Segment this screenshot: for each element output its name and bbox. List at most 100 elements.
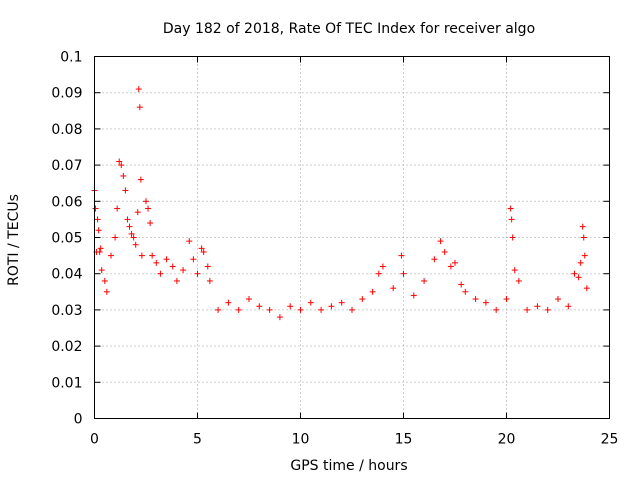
data-point bbox=[297, 306, 304, 313]
data-point bbox=[98, 267, 105, 274]
data-point bbox=[157, 270, 164, 277]
data-point bbox=[92, 205, 99, 212]
data-point bbox=[194, 270, 201, 277]
data-point bbox=[338, 299, 345, 306]
data-point bbox=[575, 274, 582, 281]
y-tick-label: 0.04 bbox=[51, 267, 82, 283]
data-point bbox=[116, 158, 123, 165]
data-point bbox=[95, 227, 102, 234]
data-point bbox=[94, 216, 101, 223]
data-point bbox=[114, 205, 121, 212]
data-point bbox=[482, 299, 489, 306]
data-point bbox=[118, 162, 125, 169]
data-point bbox=[134, 209, 141, 216]
data-point bbox=[565, 303, 572, 310]
data-point bbox=[571, 270, 578, 277]
chart-title: Day 182 of 2018, Rate Of TEC Index for r… bbox=[163, 21, 535, 37]
data-point bbox=[128, 230, 135, 237]
y-tick-label: 0.09 bbox=[51, 86, 82, 102]
data-point bbox=[149, 252, 156, 259]
data-point bbox=[447, 263, 454, 270]
data-point bbox=[369, 288, 376, 295]
data-point bbox=[524, 306, 531, 313]
data-point bbox=[103, 288, 110, 295]
y-tick-label: 0.1 bbox=[60, 50, 82, 66]
data-point bbox=[458, 281, 465, 288]
data-point bbox=[215, 306, 222, 313]
y-tick-label: 0.06 bbox=[51, 194, 82, 210]
data-point bbox=[180, 267, 187, 274]
data-point bbox=[186, 238, 193, 245]
y-tick-label: 0 bbox=[74, 412, 83, 428]
data-point bbox=[379, 263, 386, 270]
data-point bbox=[112, 234, 119, 241]
grid-layer bbox=[94, 56, 610, 419]
data-point bbox=[145, 205, 152, 212]
data-point bbox=[190, 256, 197, 263]
y-tick-label: 0.07 bbox=[51, 158, 82, 174]
data-point bbox=[120, 172, 127, 179]
data-point bbox=[246, 296, 252, 303]
data-point bbox=[472, 296, 479, 303]
data-point bbox=[124, 216, 131, 223]
data-point bbox=[204, 263, 211, 270]
data-point bbox=[577, 259, 584, 266]
y-tick-label: 0.02 bbox=[51, 339, 82, 355]
y-tick-label: 0.01 bbox=[51, 375, 82, 391]
data-point bbox=[534, 303, 541, 310]
data-point bbox=[200, 248, 207, 255]
points-layer bbox=[91, 86, 590, 321]
data-point bbox=[452, 259, 458, 266]
data-point bbox=[431, 256, 438, 263]
x-axis-label: GPS time / hours bbox=[290, 458, 407, 474]
data-point bbox=[441, 248, 448, 255]
data-point bbox=[462, 288, 469, 295]
data-point bbox=[515, 277, 522, 284]
plot-frame bbox=[94, 56, 610, 419]
y-tick-label: 0.05 bbox=[51, 231, 82, 247]
data-point bbox=[421, 277, 428, 284]
data-point bbox=[143, 198, 149, 205]
data-point bbox=[349, 306, 355, 313]
data-point bbox=[130, 234, 137, 241]
data-point bbox=[169, 263, 176, 270]
data-point bbox=[544, 306, 551, 313]
x-tick-label: 25 bbox=[601, 432, 619, 448]
data-point bbox=[398, 252, 405, 259]
data-point bbox=[138, 252, 145, 259]
data-point bbox=[287, 303, 294, 310]
data-point bbox=[173, 277, 180, 284]
data-point bbox=[137, 176, 144, 183]
data-point bbox=[266, 306, 273, 313]
data-point bbox=[503, 296, 510, 303]
data-point bbox=[493, 306, 500, 313]
data-point bbox=[328, 303, 335, 310]
data-point bbox=[107, 252, 114, 259]
data-point bbox=[509, 234, 516, 241]
data-point bbox=[359, 296, 366, 303]
data-point bbox=[122, 187, 129, 194]
data-point bbox=[507, 205, 514, 212]
data-point bbox=[375, 270, 382, 277]
data-point bbox=[555, 296, 561, 303]
data-point bbox=[579, 223, 586, 230]
data-point bbox=[400, 270, 407, 277]
data-point bbox=[508, 216, 515, 223]
x-tick-label: 0 bbox=[90, 432, 99, 448]
data-point bbox=[101, 277, 108, 284]
data-point bbox=[580, 234, 587, 241]
data-point bbox=[132, 241, 139, 248]
data-point bbox=[583, 285, 590, 292]
data-point bbox=[153, 259, 160, 266]
x-tick-label: 5 bbox=[193, 432, 202, 448]
data-point bbox=[206, 277, 213, 284]
data-point bbox=[136, 104, 143, 111]
y-tick-label: 0.08 bbox=[51, 122, 82, 138]
data-point bbox=[437, 238, 444, 245]
data-point bbox=[276, 314, 283, 321]
data-point bbox=[318, 306, 325, 313]
data-point bbox=[97, 245, 104, 252]
data-point bbox=[581, 252, 588, 259]
